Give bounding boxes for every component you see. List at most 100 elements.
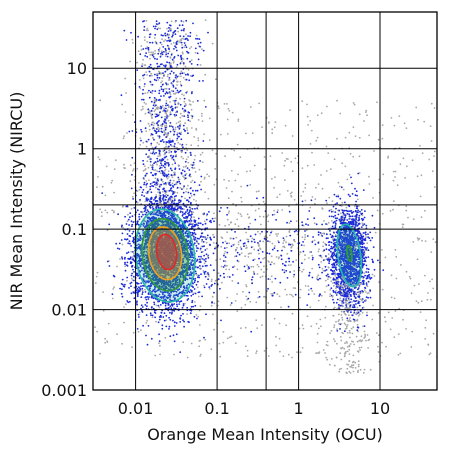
scatter-point: [143, 64, 146, 66]
scatter-point: [161, 166, 164, 169]
scatter-point: [393, 297, 396, 300]
scatter-point: [121, 295, 124, 298]
scatter-point: [172, 200, 175, 203]
scatter-point: [211, 149, 214, 152]
scatter-point: [392, 170, 395, 173]
scatter-point: [184, 302, 186, 305]
scatter-point: [160, 183, 163, 186]
scatter-point: [287, 158, 289, 161]
scatter-point: [124, 111, 127, 113]
scatter-point: [172, 174, 175, 177]
scatter-point: [173, 321, 176, 324]
scatter-point: [177, 176, 180, 179]
scatter-point: [130, 220, 133, 223]
scatter-point: [131, 256, 134, 258]
scatter-point: [157, 155, 160, 158]
scatter-point: [366, 114, 368, 117]
scatter-point: [162, 141, 165, 143]
scatter-point: [172, 41, 175, 44]
scatter-point: [131, 265, 133, 268]
scatter-point: [175, 97, 178, 100]
scatter-point: [405, 328, 407, 330]
scatter-point: [170, 307, 173, 310]
scatter-point: [143, 85, 146, 88]
scatter-point: [196, 266, 199, 269]
scatter-point: [346, 350, 349, 353]
scatter-point: [161, 324, 164, 327]
scatter-point: [193, 181, 196, 184]
scatter-point: [148, 36, 151, 38]
scatter-point: [129, 60, 132, 63]
scatter-point: [187, 35, 190, 37]
scatter-point: [164, 92, 167, 95]
scatter-point: [114, 159, 117, 162]
scatter-point: [147, 166, 150, 169]
scatter-point: [131, 225, 133, 228]
scatter-point: [132, 114, 134, 116]
scatter-point: [130, 251, 133, 253]
scatter-point: [149, 41, 151, 44]
scatter-point: [149, 33, 151, 36]
scatter-point: [132, 168, 135, 170]
scatter-point: [201, 151, 204, 154]
scatter-point: [206, 213, 209, 216]
scatter-point: [196, 237, 199, 240]
scatter-point: [113, 211, 115, 214]
scatter-point: [146, 91, 149, 94]
scatter-point: [158, 340, 161, 342]
scatter-point: [428, 353, 431, 356]
scatter-point: [96, 271, 99, 274]
scatter-point: [132, 291, 135, 293]
scatter-point: [146, 27, 149, 30]
scatter-point: [151, 74, 153, 77]
scatter-point: [150, 314, 152, 317]
scatter-point: [202, 80, 204, 82]
scatter-point: [166, 194, 169, 197]
scatter-point: [130, 245, 133, 247]
scatter-point: [162, 302, 164, 305]
scatter-point: [152, 51, 154, 54]
scatter-point: [153, 199, 155, 201]
scatter-point: [182, 157, 185, 160]
scatter-point: [153, 37, 156, 39]
scatter-point: [245, 345, 247, 348]
scatter-point: [112, 274, 115, 277]
scatter-point: [301, 167, 304, 170]
scatter-point: [294, 157, 297, 160]
scatter-point: [152, 107, 154, 110]
scatter-point: [172, 186, 175, 188]
scatter-point: [180, 29, 183, 32]
scatter-point: [330, 208, 333, 211]
scatter-point: [169, 305, 172, 307]
scatter-point: [158, 89, 161, 92]
scatter-point: [402, 223, 405, 226]
scatter-point: [310, 325, 313, 328]
scatter-point: [146, 41, 149, 43]
scatter-point: [178, 201, 181, 204]
scatter-point: [341, 205, 343, 207]
scatter-point: [142, 163, 145, 166]
scatter-point: [226, 133, 229, 135]
scatter-point: [399, 163, 402, 166]
scatter-point: [107, 322, 110, 325]
scatter-point: [144, 296, 147, 299]
scatter-point: [183, 97, 186, 100]
scatter-point: [341, 201, 344, 204]
scatter-point: [407, 216, 409, 219]
scatter-point: [178, 24, 181, 27]
scatter-point: [191, 208, 194, 210]
scatter-point: [213, 328, 216, 331]
scatter-point: [423, 274, 426, 277]
scatter-point: [180, 314, 182, 317]
scatter-point: [172, 86, 175, 88]
scatter-point: [376, 332, 378, 334]
scatter-point: [173, 340, 176, 343]
scatter-point: [159, 111, 161, 114]
scatter-point: [224, 155, 227, 158]
scatter-point: [237, 120, 240, 122]
scatter-point: [147, 325, 150, 327]
scatter-point: [119, 287, 121, 290]
scatter-point: [173, 197, 176, 200]
scatter-point: [106, 229, 109, 232]
scatter-point: [122, 137, 125, 140]
